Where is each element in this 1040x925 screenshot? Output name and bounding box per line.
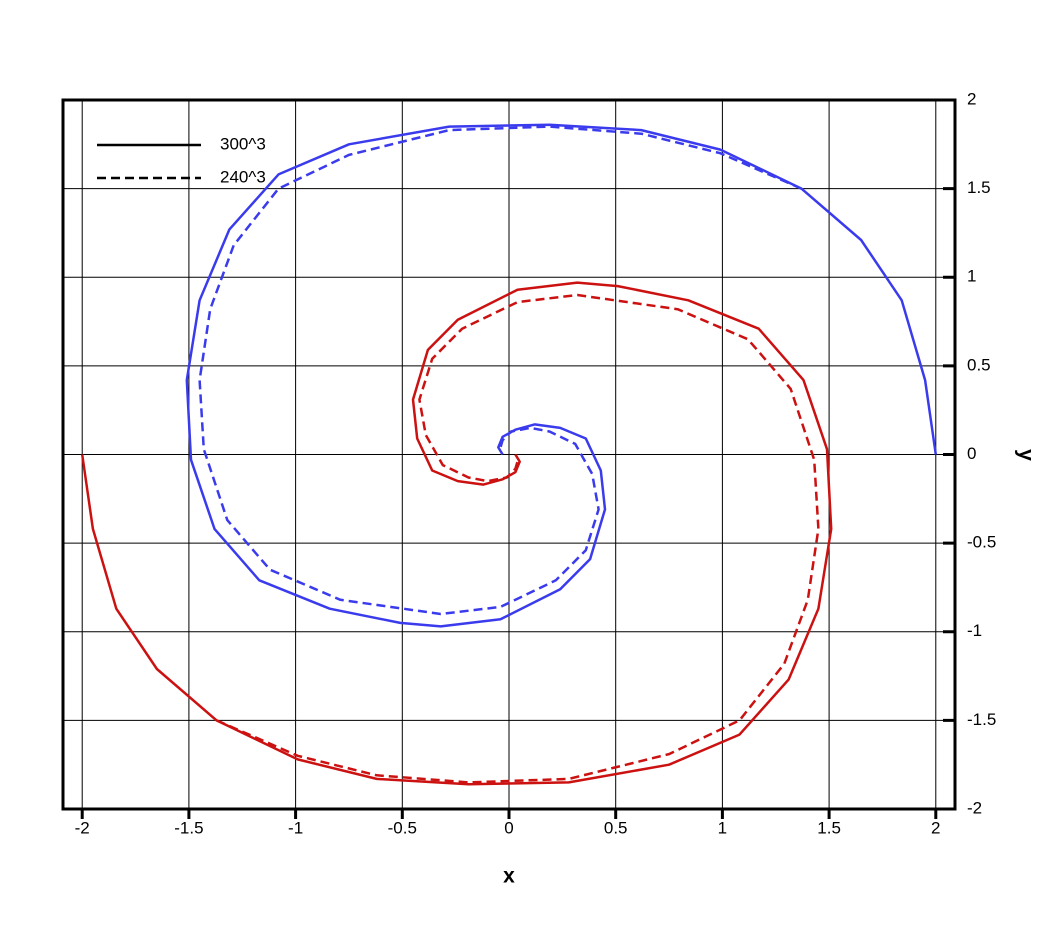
y-tick-label: 2 xyxy=(967,89,976,108)
x-tick-label: -0.5 xyxy=(388,818,417,837)
y-tick-label: 1 xyxy=(967,267,976,286)
x-tick-label: 0.5 xyxy=(604,818,628,837)
y-tick-label: -2 xyxy=(967,798,982,817)
y-tick-label: -0.5 xyxy=(967,533,996,552)
x-tick-label: 0 xyxy=(504,818,513,837)
y-axis-title: y xyxy=(1014,449,1037,461)
spiral-line xyxy=(80,281,833,786)
legend-label: 240^3 xyxy=(220,167,266,186)
x-tick-label: -1 xyxy=(288,818,303,837)
x-tick-label: -1.5 xyxy=(174,818,203,837)
x-tick-label: -2 xyxy=(75,818,90,837)
y-tick-label: 0 xyxy=(967,444,976,463)
x-tick-label: 1 xyxy=(718,818,727,837)
spiral-line xyxy=(216,293,820,784)
spiral-line xyxy=(198,125,802,616)
y-tick-label: -1 xyxy=(967,621,982,640)
legend-label: 300^3 xyxy=(220,134,266,153)
y-tick-label: 0.5 xyxy=(967,355,991,374)
y-tick-label: -1.5 xyxy=(967,710,996,729)
plot-frame xyxy=(61,98,957,811)
y-tick-label: 1.5 xyxy=(967,178,991,197)
x-axis-title: x xyxy=(503,865,515,888)
spiral-line xyxy=(185,123,938,628)
x-tick-label: 2 xyxy=(931,818,940,837)
x-tick-label: 1.5 xyxy=(817,818,841,837)
